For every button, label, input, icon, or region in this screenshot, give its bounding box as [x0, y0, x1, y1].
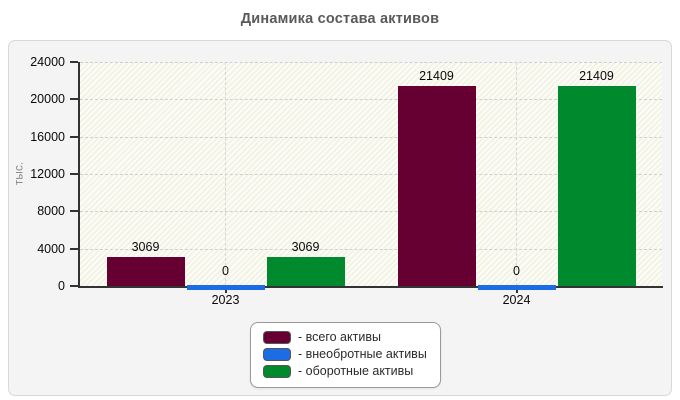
gridline-horizontal	[80, 62, 662, 63]
bar-2024	[397, 86, 476, 286]
y-tick-mark	[70, 173, 78, 175]
bar-value-label: 0	[513, 264, 520, 278]
x-axis-line	[78, 286, 663, 288]
x-tick-mark	[515, 288, 518, 293]
gridline-horizontal	[80, 174, 662, 175]
y-tick-label: 4000	[37, 241, 65, 256]
x-axis-tick-marks	[80, 288, 662, 293]
bar-value-label: 21409	[419, 69, 454, 83]
y-tick-mark	[70, 210, 78, 213]
y-tick-label: 20000	[30, 92, 65, 107]
bar-2023	[186, 285, 265, 290]
y-tick-label: 16000	[30, 129, 65, 144]
chart-title: Динамика состава активов	[240, 11, 440, 27]
y-tick-mark	[70, 61, 78, 63]
legend-label: - всего активы	[298, 330, 381, 344]
gridline-horizontal	[80, 211, 662, 213]
x-tick-label: 2023	[211, 293, 240, 307]
x-tick-label: 2024	[502, 293, 531, 307]
bar-value-label: 3069	[291, 240, 320, 254]
legend-item: - оборотные активы	[263, 363, 427, 380]
chart-panel: тыс. 3069 0 3069 21409 0 21409 0 4000 8000 12000…	[8, 40, 672, 396]
gridline-vertical	[225, 62, 226, 286]
legend: - всего активы - внеобротные активы - обор…	[250, 322, 441, 388]
y-tick-mark	[70, 98, 78, 101]
legend-label: - оборотные активы	[298, 364, 414, 378]
bar-2024	[557, 86, 636, 286]
y-tick-label: 8000	[37, 204, 65, 219]
y-axis-tick-marks	[70, 61, 78, 287]
y-tick-mark	[70, 247, 78, 250]
legend-swatch	[263, 348, 291, 361]
bar-value-label: 3069	[131, 240, 160, 254]
legend-swatch	[263, 365, 291, 378]
y-tick-mark	[70, 135, 78, 138]
gridline-horizontal	[80, 99, 662, 101]
legend-item: - всего активы	[263, 329, 427, 346]
legend-label: - внеобротные активы	[298, 347, 427, 361]
y-tick-label: 0	[58, 279, 65, 293]
plot-area: 3069 0 3069 21409 0 21409	[80, 62, 662, 290]
bar-2024	[477, 285, 556, 290]
y-tick-label: 12000	[30, 167, 65, 181]
gridline-horizontal	[80, 248, 662, 250]
bar-value-label: 21409	[579, 69, 614, 83]
bar-value-label: 0	[222, 264, 229, 278]
y-axis-labels: 0 4000 8000 12000 16000 20000 24000	[9, 55, 65, 293]
y-tick-label: 24000	[30, 55, 65, 69]
legend-swatch	[263, 331, 291, 344]
x-axis-labels: 2023 2024	[80, 293, 662, 309]
y-axis-line	[78, 62, 80, 288]
gridline-horizontal	[80, 136, 662, 138]
y-tick-mark	[70, 285, 78, 287]
legend-item: - внеобротные активы	[263, 346, 427, 363]
bar-2023	[266, 257, 345, 286]
gridline-vertical	[516, 62, 517, 286]
x-tick-mark	[224, 288, 227, 293]
bar-2023	[106, 257, 185, 286]
